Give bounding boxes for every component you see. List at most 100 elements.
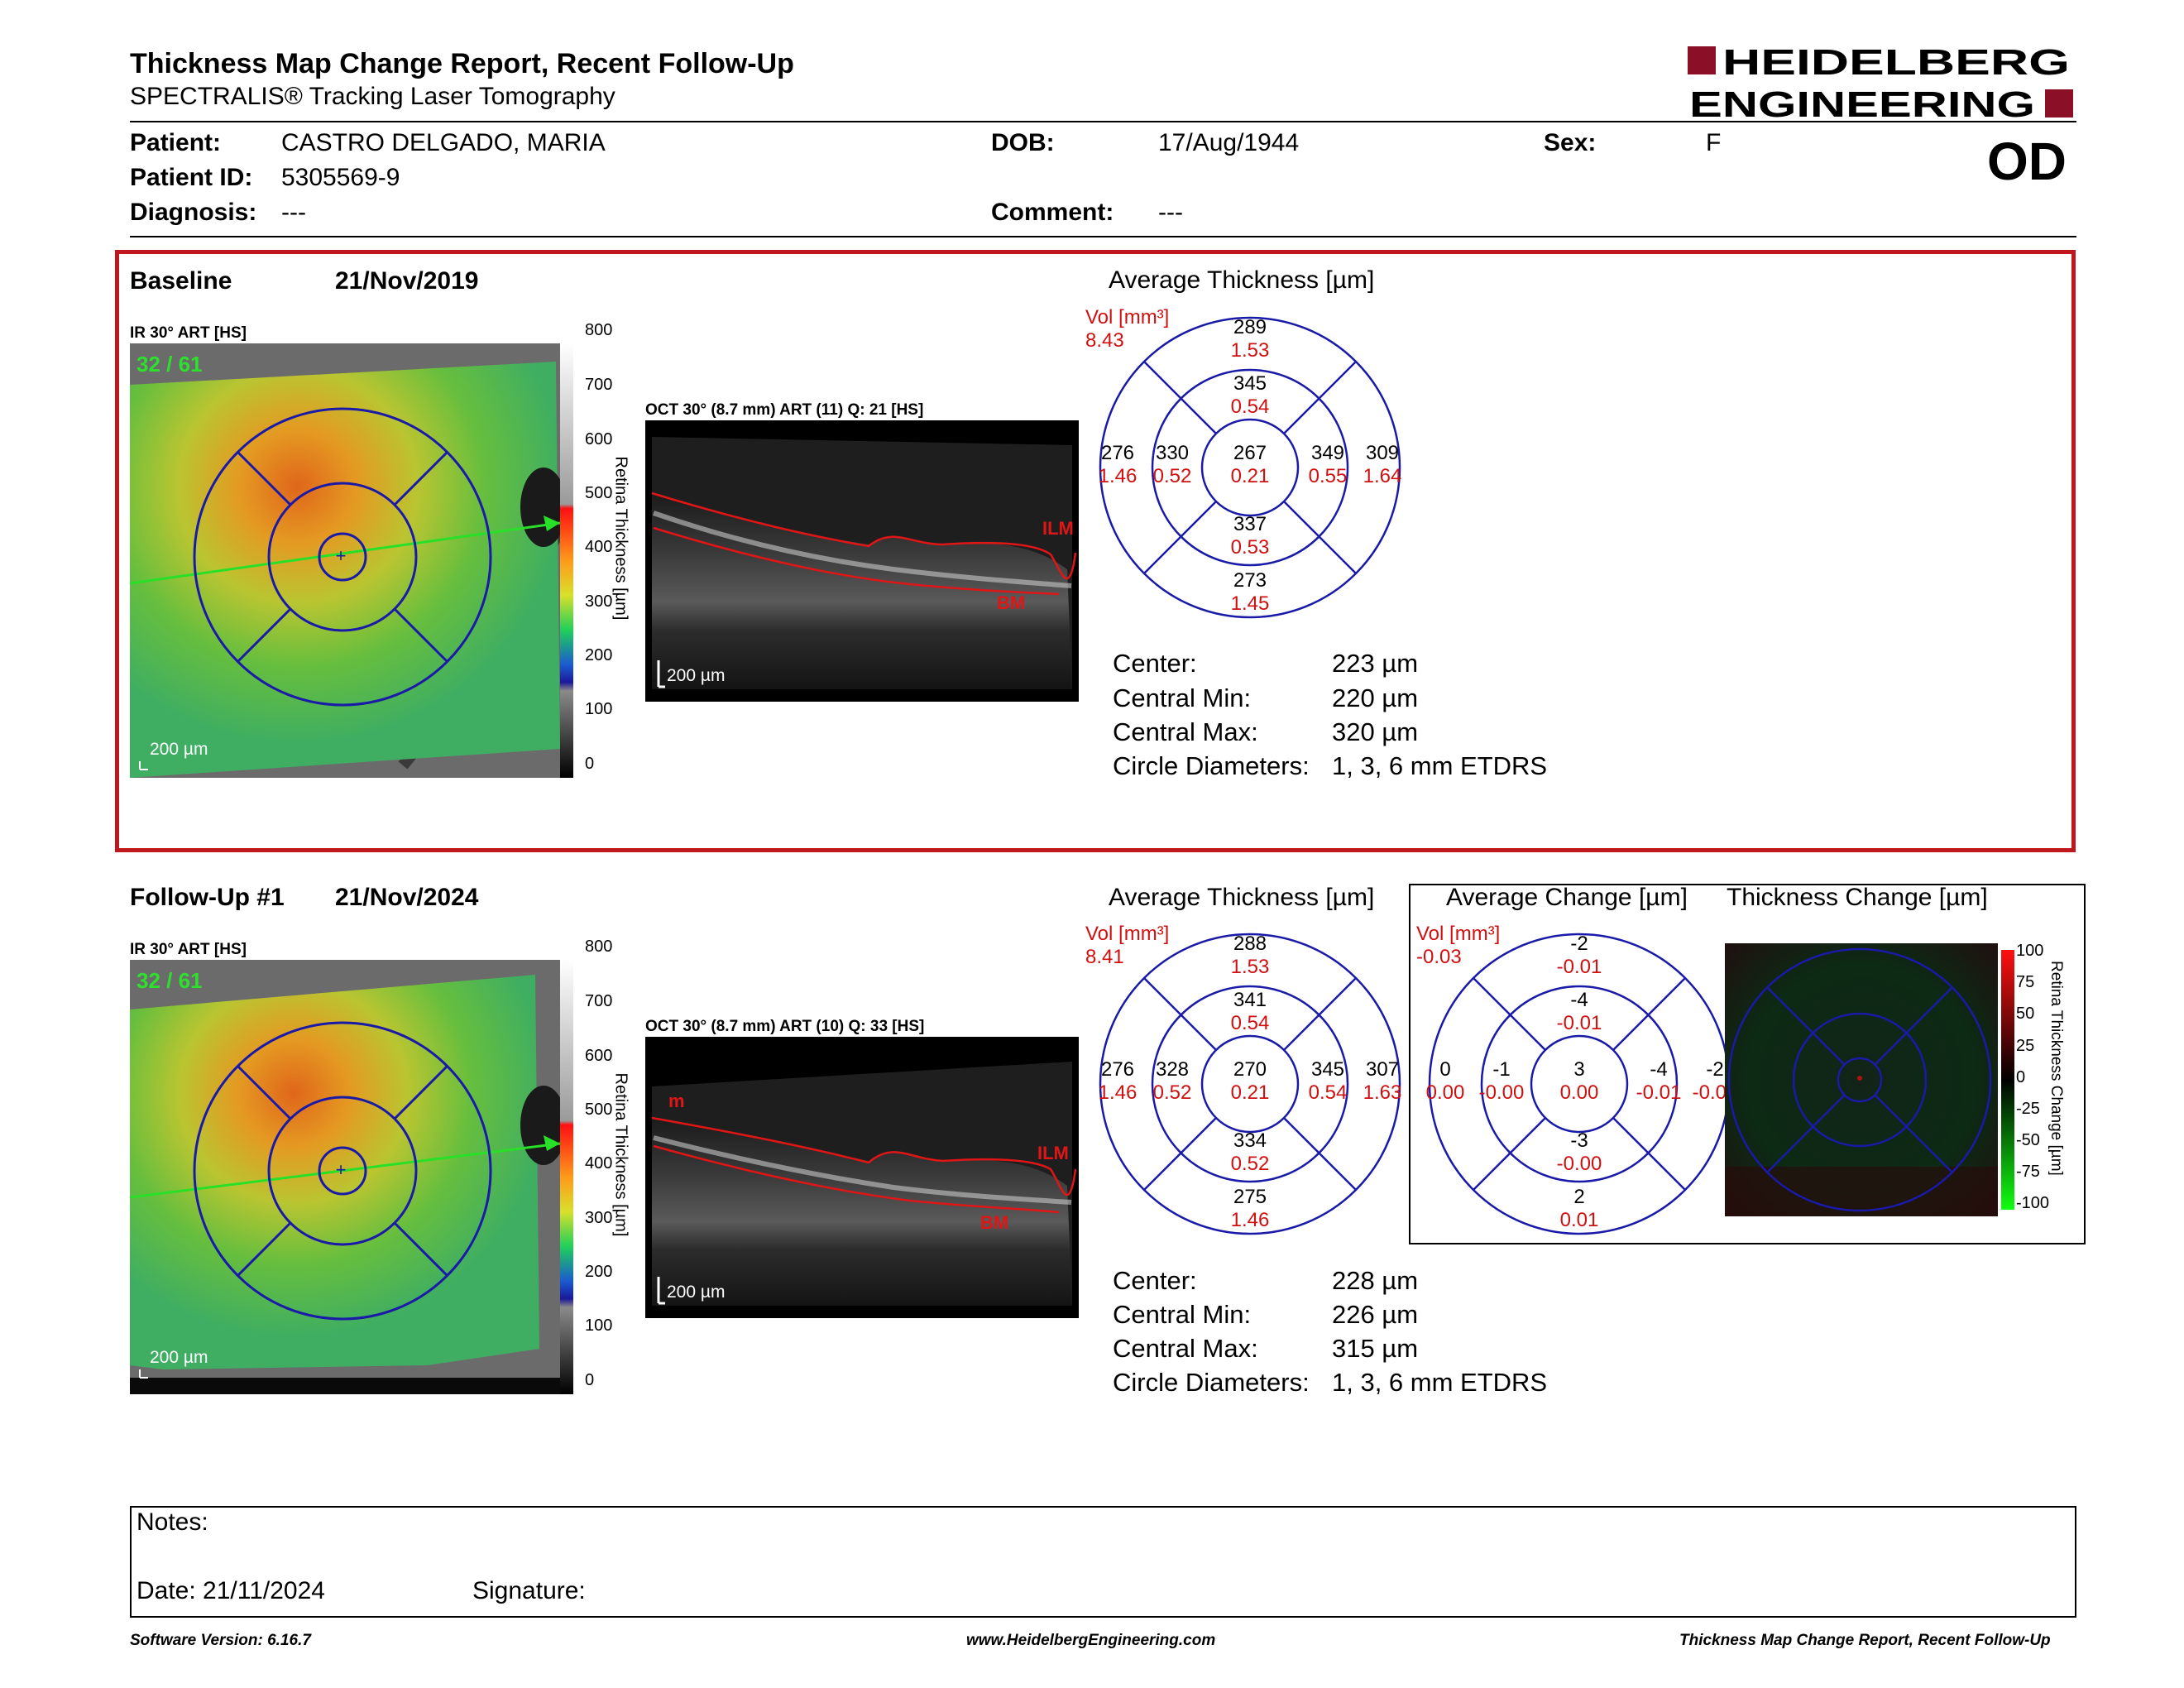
dob-value: 17/Aug/1944 <box>1158 129 1300 156</box>
colorbar-tick: 0 <box>585 1371 595 1389</box>
svg-text:1.46: 1.46 <box>1099 465 1138 487</box>
svg-text:+: + <box>336 545 347 566</box>
svg-text:276: 276 <box>1101 1058 1134 1081</box>
svg-text:-0.01: -0.01 <box>1557 956 1602 978</box>
baseline-etdrs-grid: 289 1.53 345 0.54 276 1.46 330 0.52 267 … <box>1099 316 1402 619</box>
svg-text:288: 288 <box>1233 933 1267 955</box>
change-vol-value: -0.03 <box>1416 946 1462 968</box>
change-title: Average Change [µm] <box>1446 884 1688 911</box>
baseline-vol-label: Vol [mm³] <box>1085 306 1170 328</box>
signature-label: Signature: <box>472 1577 586 1604</box>
sex-label: Sex: <box>1544 129 1597 156</box>
followup-date: 21/Nov/2024 <box>335 884 479 911</box>
svg-text:328: 328 <box>1156 1058 1189 1081</box>
change-colorbar-tick: 50 <box>2016 1005 2035 1023</box>
baseline-stat-label: Central Max: <box>1113 717 1258 746</box>
colorbar-tick: 600 <box>585 1047 613 1065</box>
report-subtitle: SPECTRALIS® Tracking Laser Tomography <box>130 83 615 110</box>
followup-vol-label: Vol [mm³] <box>1085 923 1170 945</box>
svg-text:345: 345 <box>1311 1058 1344 1081</box>
software-version: Software Version: 6.16.7 <box>130 1632 311 1649</box>
website-link[interactable]: www.HeidelbergEngineering.com <box>966 1632 1216 1649</box>
date-label: Date: 21/11/2024 <box>136 1577 325 1604</box>
svg-text:0.54: 0.54 <box>1231 1012 1270 1034</box>
sex-value: F <box>1706 129 1722 156</box>
followup-colorbar-title: Retina Thickness [µm] <box>611 1072 630 1237</box>
svg-text:200 µm: 200 µm <box>667 1283 725 1302</box>
colorbar-tick: 600 <box>585 430 613 448</box>
patient-id-label: Patient ID: <box>130 164 253 191</box>
change-colorbar-tick: 100 <box>2016 942 2044 960</box>
followup-stat-label: Circle Diameters: <box>1113 1368 1310 1397</box>
svg-text:345: 345 <box>1233 372 1267 395</box>
thickness-change-title: Thickness Change [µm] <box>1727 884 1988 911</box>
change-colorbar-tick: 0 <box>2016 1068 2026 1086</box>
heidelberg-logo: HEIDELBERG ENGINEERING <box>1688 43 2073 122</box>
baseline-thickness-map[interactable]: + 32 / 61 200 µm <box>130 343 626 778</box>
baseline-stat-value: 1, 3, 6 mm ETDRS <box>1332 751 1548 780</box>
svg-text:200 µm: 200 µm <box>150 740 208 759</box>
svg-text:349: 349 <box>1311 442 1344 464</box>
colorbar-tick: 800 <box>585 938 613 956</box>
colorbar-tick: 100 <box>585 1316 613 1335</box>
followup-thickness-map[interactable]: + 32 / 61 200 µm <box>130 960 626 1394</box>
svg-text:ENGINEERING: ENGINEERING <box>1689 84 2035 122</box>
patient-divider <box>130 236 2076 237</box>
svg-text:BM: BM <box>997 592 1025 613</box>
diagnosis-value: --- <box>281 199 306 226</box>
patient-id-value: 5305569-9 <box>281 164 400 191</box>
svg-text:0.00: 0.00 <box>1560 1081 1599 1104</box>
svg-text:273: 273 <box>1233 569 1267 592</box>
colorbar-tick: 400 <box>585 538 613 556</box>
dob-label: DOB: <box>991 129 1055 156</box>
svg-text:1.64: 1.64 <box>1363 465 1402 487</box>
baseline-colorbar-title: Retina Thickness [µm] <box>611 456 630 621</box>
svg-text:270: 270 <box>1233 1058 1267 1081</box>
baseline-stat-label: Center: <box>1113 649 1197 678</box>
comment-label: Comment: <box>991 199 1114 226</box>
change-colorbar-tick: 25 <box>2016 1037 2035 1055</box>
svg-text:-0.00: -0.00 <box>1479 1081 1525 1104</box>
svg-text:0.54: 0.54 <box>1231 396 1270 418</box>
change-panel <box>1409 884 2086 1244</box>
svg-text:1.53: 1.53 <box>1231 956 1270 978</box>
baseline-avg-title: Average Thickness [µm] <box>1109 266 1375 294</box>
colorbar-tick: 200 <box>585 1263 613 1281</box>
svg-text:-4: -4 <box>1650 1058 1667 1081</box>
colorbar-tick: 800 <box>585 321 613 339</box>
followup-oct-label: OCT 30° (8.7 mm) ART (10) Q: 33 [HS] <box>645 1018 925 1035</box>
followup-avg-title: Average Thickness [µm] <box>1109 884 1375 911</box>
svg-text:330: 330 <box>1156 442 1189 464</box>
svg-text:337: 337 <box>1233 513 1267 535</box>
svg-text:0.52: 0.52 <box>1231 1153 1270 1175</box>
svg-text:1.46: 1.46 <box>1231 1209 1270 1231</box>
baseline-oct-scan[interactable]: ILM BM 200 µm <box>645 420 1079 702</box>
colorbar-tick: 0 <box>585 755 595 773</box>
baseline-date: 21/Nov/2019 <box>335 267 479 295</box>
colorbar-tick: 500 <box>585 1101 613 1119</box>
svg-text:-0.01: -0.01 <box>1636 1081 1682 1104</box>
svg-text:307: 307 <box>1366 1058 1399 1081</box>
baseline-vol-value: 8.43 <box>1085 329 1124 352</box>
thickness-change-map[interactable] <box>1725 943 2024 1216</box>
patient-label: Patient: <box>130 129 222 156</box>
svg-text:-2: -2 <box>1706 1058 1723 1081</box>
colorbar-tick: 500 <box>585 484 613 502</box>
svg-text:3: 3 <box>1573 1058 1584 1081</box>
svg-text:0.53: 0.53 <box>1231 536 1270 559</box>
svg-text:2: 2 <box>1573 1186 1584 1208</box>
baseline-stat-value: 223 µm <box>1332 649 1419 678</box>
followup-stat-value: 1, 3, 6 mm ETDRS <box>1332 1368 1548 1397</box>
colorbar-tick: 300 <box>585 592 613 611</box>
svg-text:0.01: 0.01 <box>1560 1209 1599 1231</box>
baseline-stat-value: 220 µm <box>1332 683 1419 712</box>
colorbar-tick: 100 <box>585 700 613 718</box>
diagnosis-label: Diagnosis: <box>130 199 257 226</box>
svg-text:0.21: 0.21 <box>1231 465 1270 487</box>
followup-stat-value: 226 µm <box>1332 1300 1419 1329</box>
followup-stat-label: Central Max: <box>1113 1334 1258 1363</box>
followup-oct-scan[interactable]: m ILM BM 200 µm <box>645 1037 1079 1318</box>
change-colorbar-tick: -75 <box>2016 1163 2040 1181</box>
notes-box[interactable] <box>130 1506 2076 1618</box>
svg-text:1.53: 1.53 <box>1231 339 1270 362</box>
